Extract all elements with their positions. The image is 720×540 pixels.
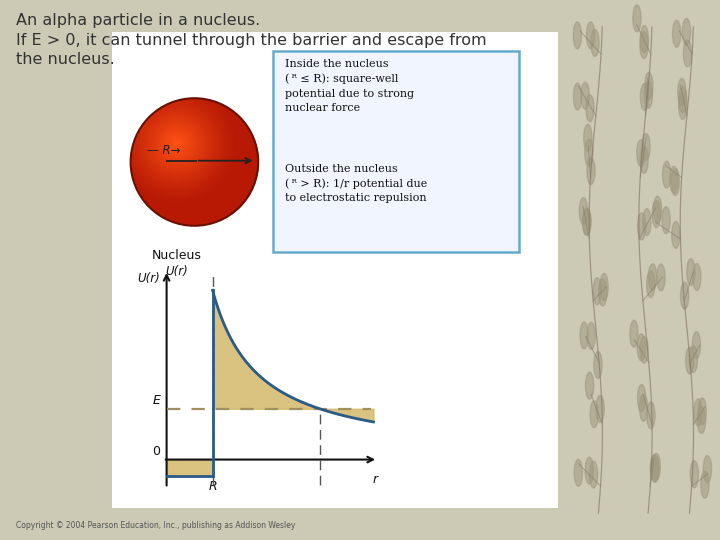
Circle shape: [679, 92, 687, 119]
Circle shape: [639, 394, 648, 421]
Circle shape: [580, 198, 588, 225]
Circle shape: [647, 271, 655, 298]
Circle shape: [584, 124, 592, 151]
Circle shape: [672, 21, 681, 48]
Circle shape: [637, 334, 645, 361]
Circle shape: [657, 264, 665, 291]
Circle shape: [600, 274, 608, 301]
Circle shape: [679, 86, 687, 113]
Circle shape: [637, 384, 646, 411]
Circle shape: [643, 208, 651, 235]
Circle shape: [591, 30, 599, 57]
Circle shape: [654, 196, 662, 223]
Circle shape: [583, 208, 591, 235]
Circle shape: [680, 282, 689, 309]
Text: 0: 0: [152, 445, 160, 458]
Circle shape: [585, 372, 594, 399]
Circle shape: [587, 322, 595, 349]
Circle shape: [640, 31, 648, 58]
Text: R: R: [208, 481, 217, 494]
Text: Nucleus: Nucleus: [151, 249, 202, 262]
Circle shape: [574, 460, 582, 487]
Circle shape: [633, 5, 641, 32]
Circle shape: [640, 84, 649, 111]
Circle shape: [587, 158, 595, 185]
Circle shape: [581, 82, 590, 109]
Circle shape: [697, 407, 706, 434]
Circle shape: [652, 200, 660, 227]
Circle shape: [585, 139, 593, 166]
Circle shape: [683, 40, 692, 67]
Text: An alpha particle in a nucleus.
If E > 0, it can tunnel through the barrier and : An alpha particle in a nucleus. If E > 0…: [16, 14, 487, 67]
Text: r: r: [373, 473, 378, 486]
Circle shape: [693, 264, 701, 291]
Circle shape: [701, 471, 709, 498]
Circle shape: [580, 322, 588, 349]
Circle shape: [637, 213, 646, 240]
Circle shape: [586, 95, 594, 122]
Text: E: E: [153, 394, 160, 407]
Circle shape: [685, 347, 694, 374]
Circle shape: [590, 461, 598, 488]
Circle shape: [573, 83, 582, 110]
Circle shape: [644, 82, 652, 109]
Circle shape: [630, 320, 638, 347]
Circle shape: [694, 399, 702, 426]
Circle shape: [587, 22, 595, 49]
FancyBboxPatch shape: [272, 51, 520, 252]
Circle shape: [598, 279, 607, 306]
Circle shape: [670, 166, 678, 193]
Circle shape: [636, 140, 645, 167]
Text: U(r): U(r): [165, 265, 188, 279]
Circle shape: [652, 453, 660, 480]
Circle shape: [573, 22, 582, 49]
Circle shape: [689, 346, 698, 373]
Text: Outside the nucleus
( ᴿ > R): 1/r potential due
to electrostatic repulsion: Outside the nucleus ( ᴿ > R): 1/r potent…: [285, 164, 428, 203]
Circle shape: [590, 401, 598, 428]
Circle shape: [640, 25, 649, 52]
Text: U(r): U(r): [138, 272, 160, 285]
Circle shape: [678, 78, 686, 105]
Text: Copyright © 2004 Pearson Education, Inc., publishing as Addison Wesley: Copyright © 2004 Pearson Education, Inc.…: [16, 521, 295, 530]
Circle shape: [649, 264, 657, 291]
Circle shape: [593, 278, 601, 305]
Circle shape: [596, 395, 604, 422]
Circle shape: [594, 352, 602, 379]
Circle shape: [662, 207, 670, 234]
Circle shape: [650, 455, 659, 482]
Text: Inside the nucleus
( ᴿ ≤ R): square-well
potential due to strong
nuclear force: Inside the nucleus ( ᴿ ≤ R): square-well…: [285, 59, 414, 113]
Circle shape: [640, 336, 648, 363]
Circle shape: [671, 168, 680, 195]
Circle shape: [672, 221, 680, 248]
Circle shape: [687, 259, 695, 286]
Circle shape: [692, 332, 701, 359]
Circle shape: [644, 72, 653, 99]
Circle shape: [683, 18, 690, 45]
Text: — R→: — R→: [148, 144, 181, 157]
Circle shape: [703, 456, 711, 483]
Circle shape: [582, 208, 590, 235]
Circle shape: [651, 455, 659, 482]
Circle shape: [647, 402, 655, 429]
Circle shape: [642, 133, 650, 160]
Circle shape: [662, 161, 671, 188]
Circle shape: [698, 398, 706, 425]
Circle shape: [640, 146, 648, 173]
Circle shape: [585, 457, 593, 484]
Circle shape: [690, 461, 698, 488]
